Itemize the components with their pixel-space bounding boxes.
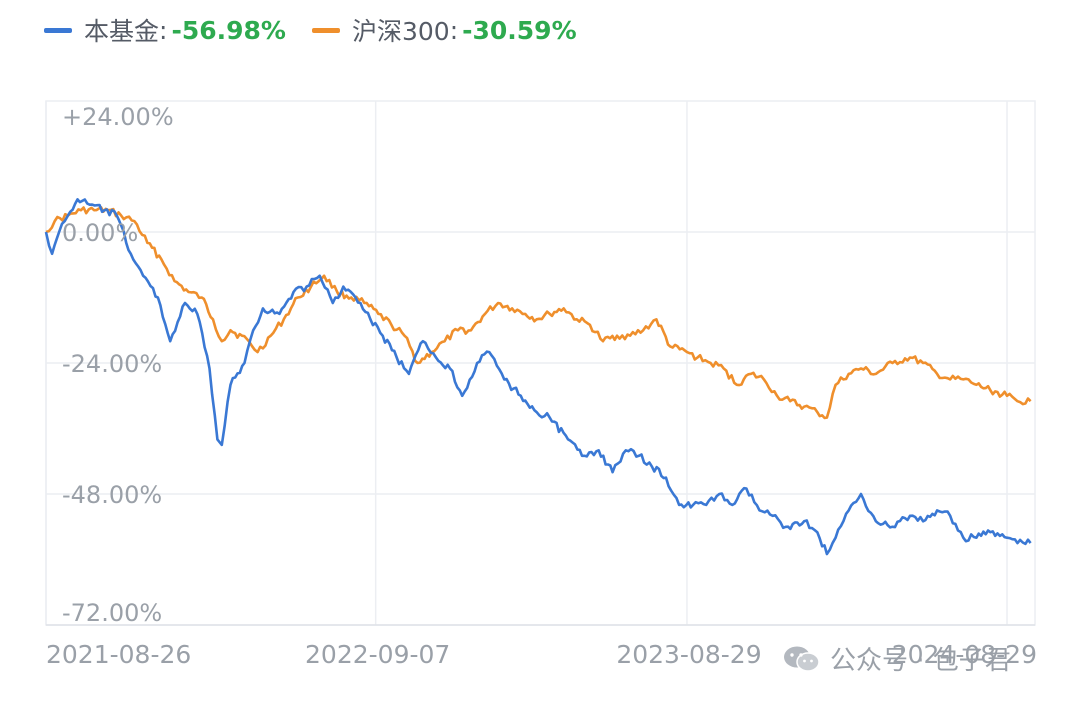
y-tick-label: -72.00% xyxy=(62,599,162,627)
y-tick-label: 0.00% xyxy=(62,219,138,247)
x-tick-label: 2023-08-29 xyxy=(616,640,761,669)
y-tick-label: -48.00% xyxy=(62,481,162,509)
legend-colon-fund: : xyxy=(159,15,168,45)
legend-value-fund: -56.98% xyxy=(171,15,286,45)
wechat-icon xyxy=(784,646,820,672)
watermark-text: 公众号 · 包子君 xyxy=(830,646,1011,676)
legend-label-index: 沪深300 xyxy=(351,17,450,46)
series-line-index xyxy=(45,206,1032,420)
x-tick-label: 2022-09-07 xyxy=(305,640,450,669)
legend-swatch-index xyxy=(311,27,340,33)
series-line-fund xyxy=(44,198,1032,556)
legend-label-fund: 本基金 xyxy=(84,17,160,46)
y-tick-label: -24.00% xyxy=(62,350,162,378)
x-tick-label: 2024-08-29 xyxy=(892,640,1037,669)
legend-item-fund[interactable]: 本基金 : -56.98% xyxy=(44,12,286,48)
legend-item-index[interactable]: 沪深300 : -30.59% xyxy=(311,12,577,48)
chart-legend: 本基金 : -56.98% 沪深300 : -30.59% xyxy=(44,10,603,50)
legend-value-index: -30.59% xyxy=(462,15,577,45)
legend-colon-index: : xyxy=(449,15,459,45)
watermark: 公众号 · 包子君 xyxy=(782,640,1011,677)
legend-swatch-fund xyxy=(44,27,72,33)
y-tick-label: +24.00% xyxy=(62,103,174,131)
x-tick-label: 2021-08-26 xyxy=(46,640,191,669)
